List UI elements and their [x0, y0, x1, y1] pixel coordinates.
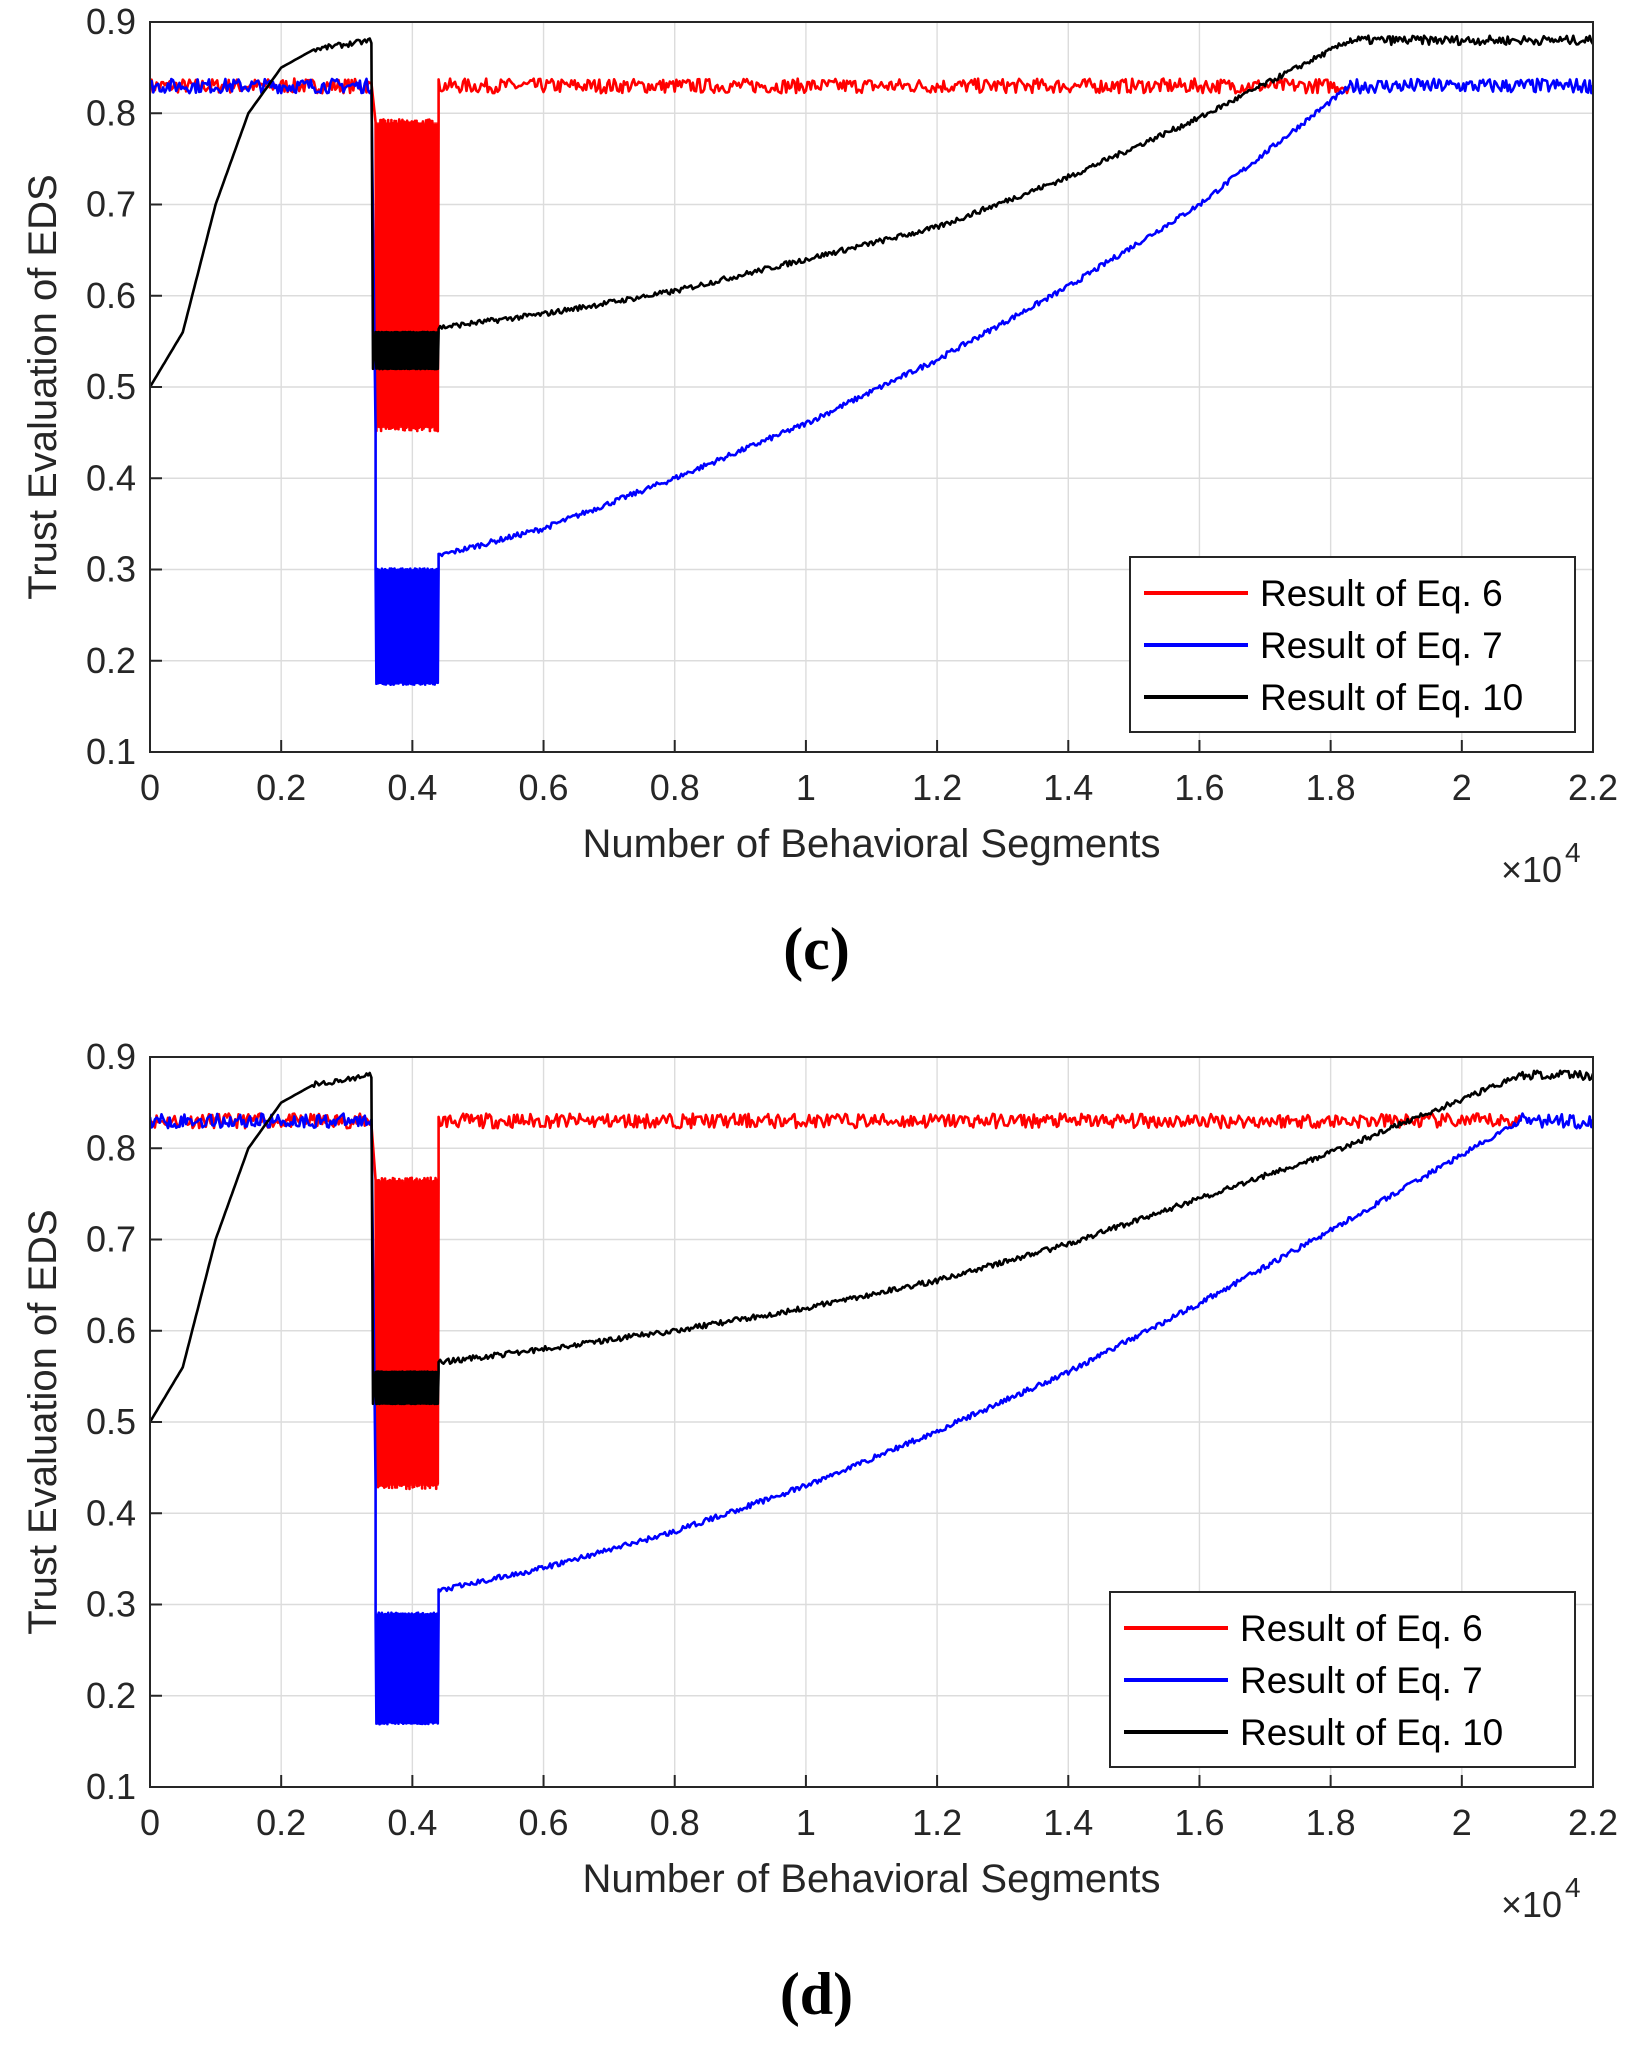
legend-label: Result of Eq. 6 [1260, 573, 1503, 614]
y-tick-label: 0.2 [86, 640, 136, 681]
y-tick-label: 0.7 [86, 184, 136, 225]
y-tick-label: 0.2 [86, 1675, 136, 1716]
attack-oscillation-band [375, 1613, 439, 1724]
legend: Result of Eq. 6 Result of Eq. 7 Result of … [1129, 556, 1576, 733]
series-eq6 [150, 1112, 1523, 1491]
x-tick-label: 1.8 [1306, 1802, 1356, 1843]
legend: Result of Eq. 6 Result of Eq. 7 Result of … [1109, 1591, 1576, 1768]
attack-oscillation-band [375, 122, 439, 429]
legend-label: Result of Eq. 10 [1260, 677, 1523, 718]
y-tick-label: 0.6 [86, 1310, 136, 1351]
legend-label: Result of Eq. 7 [1240, 1660, 1483, 1701]
x-tick-label: 1.2 [912, 767, 962, 808]
x-tick-label: 1.8 [1306, 767, 1356, 808]
y-tick-label: 0.6 [86, 275, 136, 316]
attack-oscillation-band [375, 569, 439, 684]
y-tick-label: 0.1 [86, 1766, 136, 1807]
legend-label: Result of Eq. 10 [1240, 1712, 1503, 1753]
legend-label: Result of Eq. 7 [1260, 625, 1503, 666]
x-tick-label: 2 [1452, 1802, 1472, 1843]
x-tick-label: 0.6 [519, 767, 569, 808]
x-exponent-power: 4 [1565, 1872, 1581, 1903]
x-tick-label: 0 [140, 767, 160, 808]
panel-caption-c: (c) [783, 916, 850, 982]
y-tick-label: 0.9 [86, 1, 136, 42]
x-tick-label: 0.4 [387, 767, 437, 808]
x-tick-label: 1 [796, 1802, 816, 1843]
y-tick-label: 0.5 [86, 1401, 136, 1442]
plot-area [150, 1069, 1593, 1726]
plot-area [150, 34, 1593, 686]
chart-svg-c: 0 0.2 0.4 0.6 0.8 1 1.2 1.4 1.6 1.8 2 2.2 0.1 0.2 0.3 0… [21, 1, 1618, 890]
x-tick-label: 2.2 [1568, 767, 1618, 808]
x-tick-label: 0.2 [256, 767, 306, 808]
panel-caption-d: (d) [779, 1961, 854, 2027]
x-tick-label: 2 [1452, 767, 1472, 808]
y-tick-label: 0.4 [86, 457, 136, 498]
x-tick-label: 0.4 [387, 1802, 437, 1843]
x-exponent-label: ×10 [1501, 1884, 1562, 1925]
x-tick-label: 0.2 [256, 1802, 306, 1843]
y-tick-label: 0.8 [86, 1127, 136, 1168]
chart-panel-d: 0 0.2 0.4 0.6 0.8 1 1.2 1.4 1.6 1.8 2 2.2 0.1 0.2 0.3 0… [0, 1035, 1633, 2069]
y-axis-label: Trust Evaluation of EDS [21, 1209, 65, 1634]
x-axis-label: Number of Behavioral Segments [582, 822, 1160, 866]
y-tick-label: 0.1 [86, 731, 136, 772]
x-tick-label: 0.6 [519, 1802, 569, 1843]
series-eq7 [150, 77, 1593, 686]
x-tick-label: 1.4 [1043, 1802, 1093, 1843]
y-tick-label: 0.7 [86, 1219, 136, 1260]
x-tick-label: 2.2 [1568, 1802, 1618, 1843]
y-tick-label: 0.3 [86, 1584, 136, 1625]
chart-svg-d: 0 0.2 0.4 0.6 0.8 1 1.2 1.4 1.6 1.8 2 2.2 0.1 0.2 0.3 0… [21, 1036, 1618, 1925]
x-tick-label: 1.2 [912, 1802, 962, 1843]
x-tick-label: 1 [796, 767, 816, 808]
x-tick-label: 1.6 [1174, 1802, 1224, 1843]
x-exponent-label: ×10 [1501, 849, 1562, 890]
x-tick-label: 0.8 [650, 767, 700, 808]
y-tick-label: 0.5 [86, 366, 136, 407]
x-tick-label: 1.6 [1174, 767, 1224, 808]
x-exponent-power: 4 [1565, 837, 1581, 868]
x-tick-label: 0.8 [650, 1802, 700, 1843]
y-tick-label: 0.3 [86, 549, 136, 590]
x-tick-label: 0 [140, 1802, 160, 1843]
eq10-attack-band [375, 332, 439, 369]
legend-label: Result of Eq. 6 [1240, 1608, 1483, 1649]
y-tick-label: 0.8 [86, 92, 136, 133]
y-tick-label: 0.4 [86, 1492, 136, 1533]
series-eq7 [150, 1112, 1593, 1726]
x-tick-label: 1.4 [1043, 767, 1093, 808]
chart-panel-c: 0 0.2 0.4 0.6 0.8 1 1.2 1.4 1.6 1.8 2 2.2 0.1 0.2 0.3 0… [0, 0, 1633, 1034]
y-axis-label: Trust Evaluation of EDS [21, 174, 65, 599]
eq10-attack-band [375, 1371, 439, 1404]
x-axis-label: Number of Behavioral Segments [582, 1857, 1160, 1901]
y-tick-label: 0.9 [86, 1036, 136, 1077]
attack-oscillation-band [375, 1180, 439, 1486]
